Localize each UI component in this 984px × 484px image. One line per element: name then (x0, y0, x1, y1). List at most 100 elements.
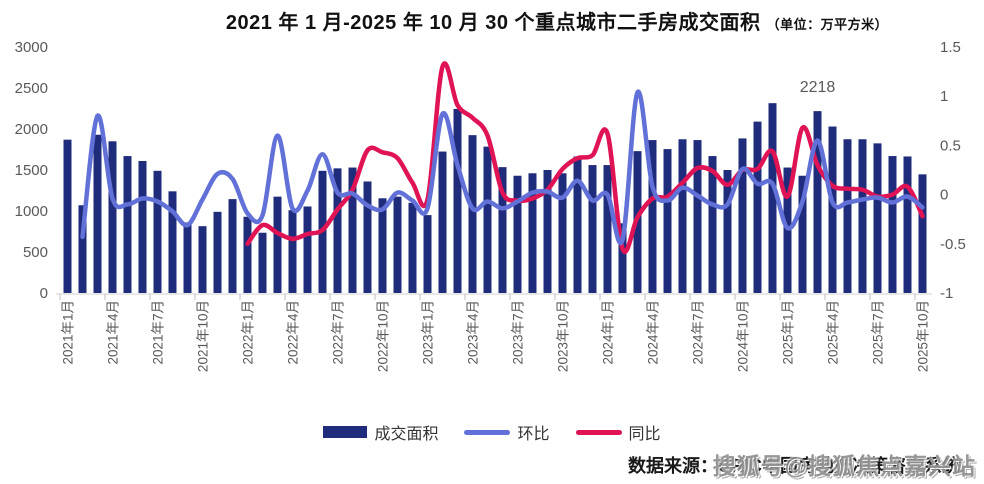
bar-2021年5月 (123, 156, 132, 293)
chart-legend: 成交面积 环比 同比 (0, 420, 984, 444)
bar-2022年1月 (243, 216, 252, 293)
bar-2021年8月 (168, 191, 177, 293)
bar-2024年10月 (738, 138, 747, 293)
x-axis-label: 2021年7月 (151, 300, 166, 365)
bar-2024年5月 (663, 149, 672, 293)
data-source-caption: 数据来源：CRIC中国房地产决策咨询系统 (628, 456, 960, 476)
bar-2023年2月 (438, 151, 447, 293)
bar-2022年8月 (348, 167, 357, 293)
x-axis-label: 2021年1月 (61, 300, 76, 365)
x-axis-label: 2024年4月 (646, 300, 661, 365)
bar-2025年2月 (798, 175, 807, 293)
bar-2021年9月 (183, 222, 192, 293)
x-axis-label: 2025年1月 (781, 300, 796, 365)
mom-line-series (80, 89, 925, 246)
bar-2025年8月 (888, 156, 897, 293)
x-axis-label: 2022年10月 (376, 300, 391, 372)
bar-2023年7月 (513, 175, 522, 293)
left-axis-tick-label: 2000 (15, 121, 48, 138)
bar-2025年10月 (918, 174, 927, 293)
bar-2021年4月 (108, 141, 117, 293)
chart-title: 2021 年 1 月-2025 年 10 月 30 个重点城市二手房成交面积 （… (130, 6, 984, 35)
bar-2021年3月 (93, 134, 102, 293)
bar-2025年9月 (903, 156, 912, 293)
left-axis-tick-label: 1500 (15, 162, 48, 179)
right-axis-tick-label: -1 (940, 285, 953, 302)
combo-chart-plot: 3000 2500 2000 1500 1000 500 0 1.5 1 0.5 0 -0.5 -1 20… (15, 39, 966, 372)
legend-label-bar: 成交面积 (374, 426, 439, 443)
x-axis-label: 2023年10月 (556, 300, 571, 372)
bar-2023年9月 (543, 170, 552, 293)
legend-label-mom: 环比 (517, 426, 550, 443)
bar-2023年10月 (558, 173, 567, 293)
watermark-text: 搜狐号@搜狐焦点嘉兴站 (712, 453, 976, 479)
bar-2022年7月 (333, 168, 342, 293)
x-axis-label: 2025年7月 (871, 300, 886, 365)
bar-2023年8月 (528, 173, 537, 293)
bar-2021年10月 (198, 226, 207, 293)
x-axis-label: 2024年1月 (601, 300, 616, 365)
bar-2024年9月 (723, 170, 732, 293)
bar-2025年7月 (873, 143, 882, 293)
bar-2024年8月 (708, 156, 717, 293)
bar-2021年6月 (138, 160, 147, 293)
left-axis-tick-label: 0 (40, 285, 48, 302)
bar-2021年11月 (213, 211, 222, 293)
x-axis-label: 2024年10月 (736, 300, 751, 372)
bar-2023年12月 (588, 165, 597, 293)
x-axis-label: 2021年10月 (196, 300, 211, 372)
bar-2023年5月 (483, 146, 492, 293)
yoy-line-series (245, 61, 925, 254)
bar-2022年4月 (288, 210, 297, 293)
bar-2022年5月 (303, 206, 312, 293)
bar-2022年12月 (408, 202, 417, 293)
bar-2024年6月 (678, 139, 687, 293)
bar-2021年7月 (153, 170, 162, 293)
bar-2023年3月 (453, 108, 462, 293)
bar-2023年6月 (498, 167, 507, 293)
bar-2024年7月 (693, 140, 702, 293)
bar-2025年3月 (813, 111, 822, 294)
bar-2024年2月 (618, 223, 627, 293)
left-axis-tick-label: 3000 (15, 39, 48, 56)
bar-2022年2月 (258, 232, 267, 293)
bar-2023年1月 (423, 215, 432, 293)
right-axis-tick-label: 1.5 (940, 39, 961, 56)
chart-title-unit: （单位：万平方米） (766, 17, 889, 32)
x-axis-label: 2024年7月 (691, 300, 706, 365)
bar-2025年6月 (858, 139, 867, 293)
legend-item-mom: 环比 (464, 420, 550, 444)
legend-item-bar: 成交面积 (323, 420, 438, 444)
yoy-line-swatch-icon (575, 429, 622, 435)
bar-2021年12月 (228, 199, 237, 293)
bar-2024年4月 (648, 140, 657, 293)
bar-2025年5月 (843, 139, 852, 293)
x-axis-label: 2021年4月 (106, 300, 121, 365)
bar-2024年1月 (603, 165, 612, 293)
bar-2025年4月 (828, 126, 837, 293)
left-axis-tick-label: 2500 (15, 80, 48, 97)
bar-2023年11月 (573, 156, 582, 293)
bar-2022年10月 (378, 198, 387, 293)
x-axis-label: 2023年4月 (466, 300, 481, 365)
bar-2023年4月 (468, 135, 477, 293)
bar-2022年11月 (393, 196, 402, 293)
right-axis-tick-label: 0 (940, 187, 948, 204)
bar-2022年9月 (363, 181, 372, 293)
bar-2021年2月 (78, 205, 87, 293)
x-axis-label: 2022年7月 (331, 300, 346, 365)
bar-2024年11月 (753, 121, 762, 294)
left-axis-tick-label: 1000 (15, 203, 48, 220)
left-axis-tick-label: 500 (23, 244, 48, 261)
x-axis-label: 2025年4月 (826, 300, 841, 365)
bar-value-annotation: 2218 (800, 79, 836, 96)
bar-2021年1月 (63, 139, 72, 293)
chart-title-text: 2021 年 1 月-2025 年 10 月 30 个重点城市二手房成交面积 (225, 12, 761, 34)
bar-swatch-icon (323, 426, 368, 438)
legend-label-yoy: 同比 (628, 426, 661, 443)
x-axis-label: 2022年1月 (241, 300, 256, 365)
right-axis-tick-label: 0.5 (940, 137, 961, 154)
legend-item-yoy: 同比 (575, 420, 661, 444)
right-axis-tick-label: 1 (940, 88, 948, 105)
